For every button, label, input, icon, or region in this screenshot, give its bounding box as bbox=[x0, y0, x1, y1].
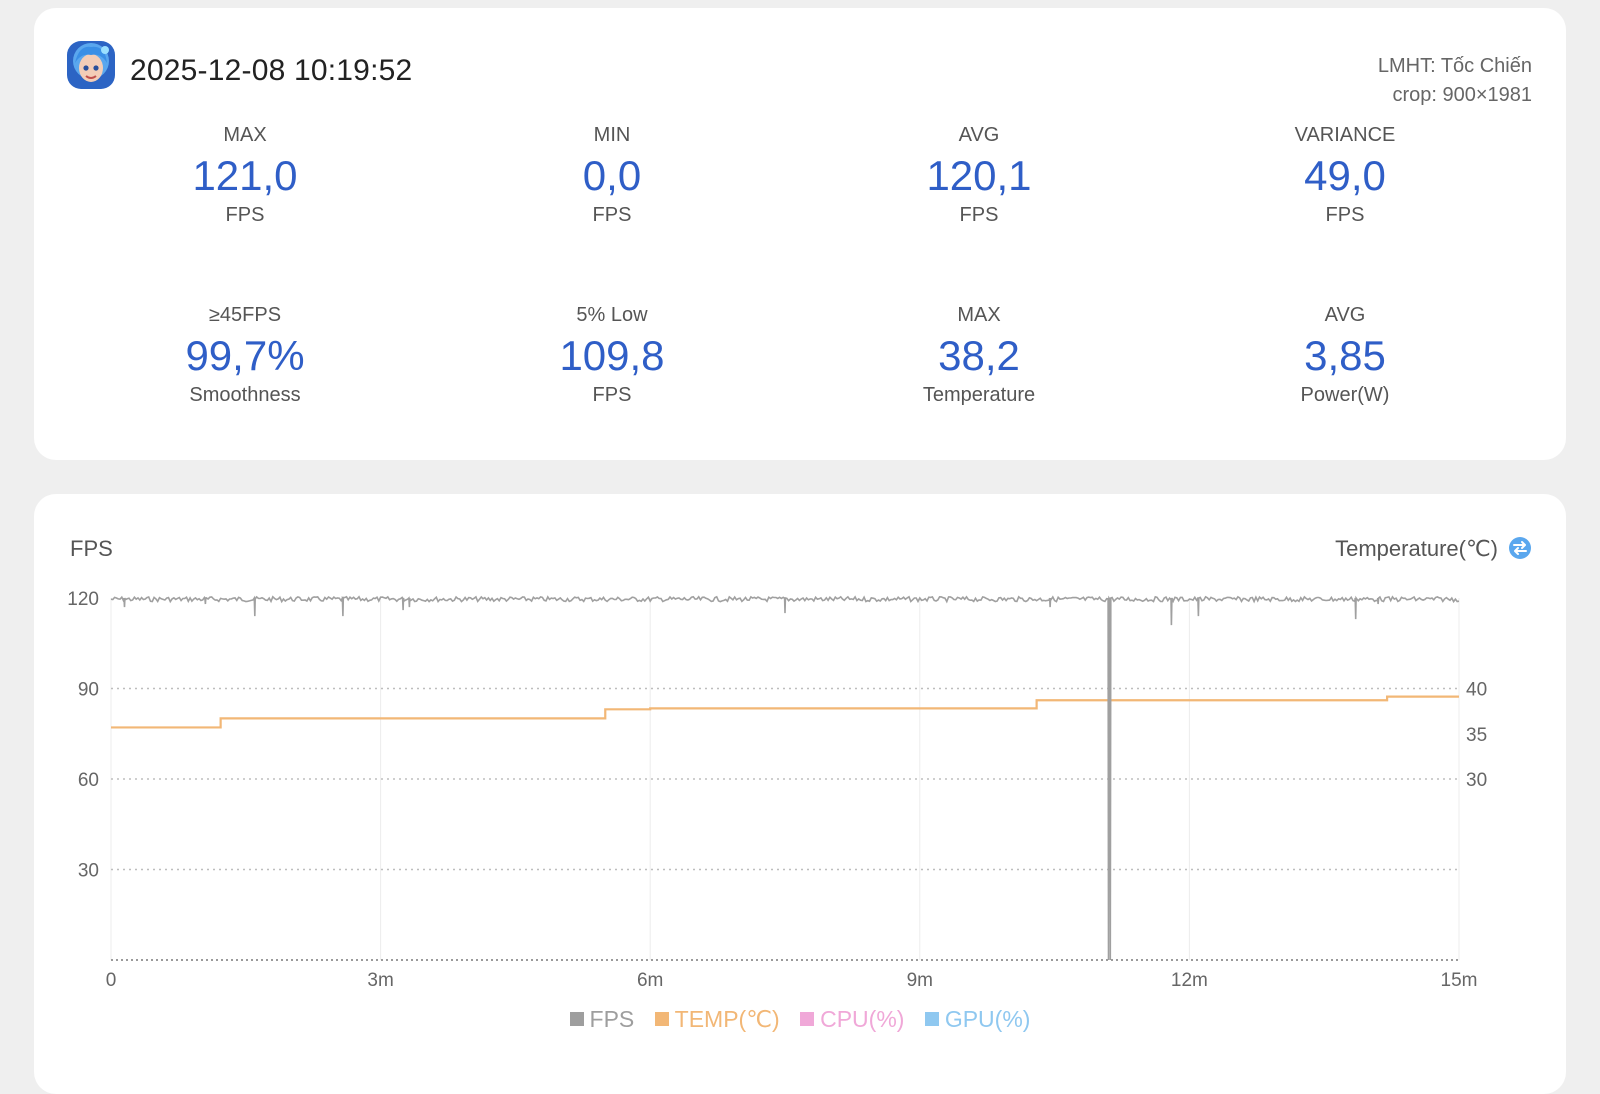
legend-label: TEMP(℃) bbox=[674, 1006, 780, 1032]
x-tick-label: 6m bbox=[637, 970, 663, 991]
stat-avg-power: AVG 3,85 Power(W) bbox=[1185, 302, 1505, 408]
stat-label: 5% Low bbox=[576, 304, 648, 326]
stat-value: 3,85 bbox=[1304, 332, 1386, 379]
stat-unit: FPS bbox=[592, 204, 632, 226]
stat-variance: VARIANCE 49,0 FPS bbox=[1185, 122, 1505, 228]
legend-swatch bbox=[800, 1012, 815, 1026]
x-tick-label: 3m bbox=[367, 970, 393, 991]
stat-label: MAX bbox=[223, 124, 267, 146]
y-right-tick-label: 30 bbox=[1466, 770, 1487, 791]
session-timestamp: 2025-12-08 10:19:52 bbox=[130, 54, 413, 87]
stat-avg-fps: AVG 120,1 FPS bbox=[819, 122, 1139, 228]
stat-label: MAX bbox=[957, 304, 1001, 326]
stat-unit: Smoothness bbox=[189, 384, 301, 406]
stat-5pct-low: 5% Low 109,8 FPS bbox=[452, 302, 772, 408]
x-tick-label: 9m bbox=[907, 970, 933, 991]
fps-series-line bbox=[110, 595, 1460, 961]
stat-value: 109,8 bbox=[559, 332, 665, 379]
legend-swatch bbox=[654, 1012, 669, 1026]
stat-value: 38,2 bbox=[938, 332, 1020, 379]
stat-unit: Temperature bbox=[922, 384, 1036, 406]
stat-value: 120,1 bbox=[926, 152, 1032, 199]
stat-max-fps: MAX 121,0 FPS bbox=[85, 122, 405, 228]
stat-unit: FPS bbox=[959, 204, 999, 226]
legend-item-temp[interactable]: TEMP(℃) bbox=[654, 1006, 780, 1033]
stat-unit: FPS bbox=[225, 204, 265, 226]
stat-value: 99,7% bbox=[185, 332, 305, 379]
fps-axis-title: FPS bbox=[70, 536, 113, 561]
legend-item-cpu[interactable]: CPU(%) bbox=[800, 1006, 904, 1033]
stat-value: 121,0 bbox=[192, 152, 298, 199]
stat-value: 49,0 bbox=[1304, 152, 1386, 199]
performance-chart[interactable]: 30 60 90 120 30 35 40 0 3m 6m 9m 12m 15m bbox=[34, 494, 1566, 1066]
y-right-tick-label: 40 bbox=[1466, 680, 1487, 701]
legend-label: FPS bbox=[589, 1006, 635, 1032]
legend-swatch bbox=[924, 1012, 939, 1026]
y-left-tick-label: 30 bbox=[78, 861, 99, 882]
game-info: LMHT: Tốc Chiến crop: 900×1981 bbox=[1378, 52, 1532, 110]
stat-min-fps: MIN 0,0 FPS bbox=[452, 122, 772, 228]
legend-swatch bbox=[569, 1012, 584, 1026]
stat-label: AVG bbox=[1324, 304, 1366, 326]
legend-item-fps[interactable]: FPS bbox=[569, 1006, 635, 1033]
stat-max-temperature: MAX 38,2 Temperature bbox=[819, 302, 1139, 408]
legend-item-gpu[interactable]: GPU(%) bbox=[924, 1006, 1031, 1033]
chart-legend: FPS TEMP(℃) CPU(%) GPU(%) bbox=[34, 1006, 1566, 1033]
stats-card: 2025-12-08 10:19:52 LMHT: Tốc Chiến crop… bbox=[34, 8, 1566, 460]
stat-value: 0,0 bbox=[582, 152, 642, 199]
game-name: LMHT: Tốc Chiến bbox=[1377, 55, 1532, 77]
x-tick-label: 0 bbox=[106, 970, 117, 991]
swap-axis-icon[interactable] bbox=[1508, 536, 1532, 560]
chart-card: 30 60 90 120 30 35 40 0 3m 6m 9m 12m 15m FPS Tempera… bbox=[34, 494, 1566, 1094]
y-left-tick-label: 120 bbox=[67, 589, 99, 610]
crop-size: crop: 900×1981 bbox=[1392, 84, 1532, 106]
stat-label: ≥45FPS bbox=[208, 304, 282, 326]
y-left-tick-label: 60 bbox=[78, 770, 99, 791]
stat-label: MIN bbox=[593, 124, 631, 146]
y-left-tick-label: 90 bbox=[78, 680, 99, 701]
stat-smoothness: ≥45FPS 99,7% Smoothness bbox=[85, 302, 405, 408]
x-tick-label: 12m bbox=[1171, 970, 1208, 991]
temp-series-line bbox=[111, 695, 1459, 729]
legend-label: GPU(%) bbox=[944, 1006, 1031, 1032]
legend-label: CPU(%) bbox=[820, 1006, 905, 1032]
stat-unit: FPS bbox=[592, 384, 632, 406]
x-tick-label: 15m bbox=[1441, 970, 1478, 991]
y-right-tick-label: 35 bbox=[1466, 725, 1487, 746]
temperature-axis-title[interactable]: Temperature(℃) bbox=[1335, 536, 1498, 561]
stat-label: AVG bbox=[958, 124, 1000, 146]
stat-unit: Power(W) bbox=[1300, 384, 1390, 406]
game-avatar-icon[interactable] bbox=[67, 41, 115, 89]
stat-label: VARIANCE bbox=[1294, 124, 1396, 146]
stat-unit: FPS bbox=[1325, 204, 1365, 226]
